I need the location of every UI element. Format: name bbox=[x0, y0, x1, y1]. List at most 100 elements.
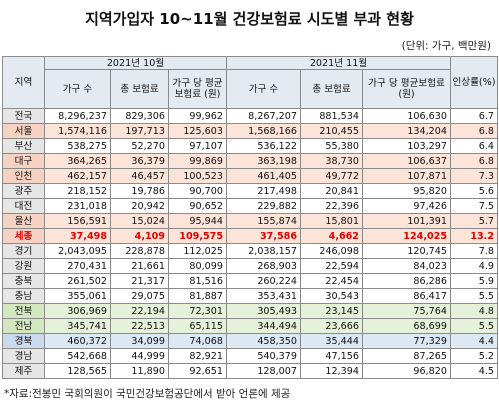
table-cell: 55,380 bbox=[300, 138, 363, 154]
header-cell: 인상률(%) bbox=[450, 56, 498, 109]
header-cell: 2021년 10월 bbox=[44, 56, 227, 70]
table-row: 대전 231,018 20,942 90,652 229,882 22,396 97,426… bbox=[2, 198, 498, 214]
header-cell: 총 보험료 bbox=[300, 69, 363, 109]
table-cell: 22,454 bbox=[300, 273, 363, 289]
table-cell: 125,603 bbox=[168, 123, 227, 139]
region-cell: 부산 bbox=[2, 138, 45, 154]
table-cell: 7.3 bbox=[450, 168, 498, 184]
table-cell: 103,297 bbox=[362, 138, 451, 154]
table-cell: 8,296,237 bbox=[44, 108, 111, 124]
header-cell: 지역 bbox=[2, 56, 45, 109]
table-cell: 305,493 bbox=[226, 303, 301, 319]
table-row: 경남 542,668 44,999 82,921 540,379 47,156 87,265… bbox=[2, 348, 498, 364]
table-cell: 4.8 bbox=[450, 303, 498, 319]
region-cell: 대구 bbox=[2, 153, 45, 169]
table-cell: 5.5 bbox=[450, 318, 498, 334]
table-cell: 8,267,207 bbox=[226, 108, 301, 124]
table-cell: 44,999 bbox=[110, 348, 169, 364]
table-cell: 109,575 bbox=[168, 228, 227, 244]
table-cell: 84,023 bbox=[362, 258, 451, 274]
table-cell: 6.8 bbox=[450, 153, 498, 169]
table-cell: 11,890 bbox=[110, 363, 169, 379]
table-cell: 72,301 bbox=[168, 303, 227, 319]
table-cell: 65,115 bbox=[168, 318, 227, 334]
table-cell: 458,350 bbox=[226, 333, 301, 349]
table-cell: 52,270 bbox=[110, 138, 169, 154]
table-row: 서울 1,574,116 197,713 125,603 1,568,166 210,45… bbox=[2, 123, 498, 139]
table-cell: 217,498 bbox=[226, 183, 301, 199]
table-cell: 134,204 bbox=[362, 123, 451, 139]
table-cell: 22,513 bbox=[110, 318, 169, 334]
table-cell: 68,699 bbox=[362, 318, 451, 334]
title: 지역가입자 10~11월 건강보험료 시도별 부과 현황 bbox=[85, 10, 414, 28]
table-cell: 363,198 bbox=[226, 153, 301, 169]
region-cell: 제주 bbox=[2, 363, 45, 379]
table-cell: 75,764 bbox=[362, 303, 451, 319]
table-cell: 12,394 bbox=[300, 363, 363, 379]
header-row: 지역 2021년 10월 2021년 11월 인상률(%) bbox=[2, 56, 498, 109]
table-cell: 4.5 bbox=[450, 363, 498, 379]
region-cell: 전북 bbox=[2, 303, 45, 319]
table-body: 전국 8,296,237 829,306 99,962 8,267,207 881,534… bbox=[2, 108, 498, 379]
table-cell: 92,651 bbox=[168, 363, 227, 379]
table-cell: 364,265 bbox=[44, 153, 111, 169]
table-row: 광주 218,152 19,786 90,700 217,498 20,841 95,820… bbox=[2, 183, 498, 199]
table-cell: 228,878 bbox=[110, 243, 169, 259]
table-cell: 20,841 bbox=[300, 183, 363, 199]
region-cell: 인천 bbox=[2, 168, 45, 184]
table-cell: 15,801 bbox=[300, 213, 363, 229]
region-cell: 전국 bbox=[2, 108, 45, 124]
table-cell: 87,265 bbox=[362, 348, 451, 364]
table-cell: 344,494 bbox=[226, 318, 301, 334]
table-row: 강원 270,431 21,661 80,099 268,903 22,594 84,023… bbox=[2, 258, 498, 274]
table-row: 경북 460,372 34,099 74,068 458,350 35,444 77,329… bbox=[2, 333, 498, 349]
region-cell: 세종 bbox=[2, 228, 45, 244]
header-cell: 가구 수 bbox=[226, 69, 301, 109]
table-cell: 1,568,166 bbox=[226, 123, 301, 139]
table-row: 부산 538,275 52,270 97,107 536,122 55,380 103,29… bbox=[2, 138, 498, 154]
table-cell: 881,534 bbox=[300, 108, 363, 124]
table-cell: 120,745 bbox=[362, 243, 451, 259]
table-cell: 97,107 bbox=[168, 138, 227, 154]
table-cell: 36,379 bbox=[110, 153, 169, 169]
table-cell: 829,306 bbox=[110, 108, 169, 124]
table-cell: 90,700 bbox=[168, 183, 227, 199]
table-cell: 1,574,116 bbox=[44, 123, 111, 139]
table-row: 전북 306,969 22,194 72,301 305,493 23,145 75,764… bbox=[2, 303, 498, 319]
region-cell: 강원 bbox=[2, 258, 45, 274]
table-cell: 268,903 bbox=[226, 258, 301, 274]
table-cell: 6.7 bbox=[450, 108, 498, 124]
table-cell: 5.6 bbox=[450, 183, 498, 199]
table-cell: 30,543 bbox=[300, 288, 363, 304]
table-cell: 96,820 bbox=[362, 363, 451, 379]
table-cell: 246,098 bbox=[300, 243, 363, 259]
footnote: *자료:전봉민 국회의원이 국민건강보험공단에서 받아 언론에 제공 bbox=[4, 388, 291, 400]
table-cell: 74,068 bbox=[168, 333, 227, 349]
table-cell: 4.4 bbox=[450, 333, 498, 349]
table-cell: 81,516 bbox=[168, 273, 227, 289]
region-cell: 전남 bbox=[2, 318, 45, 334]
table-cell: 4,109 bbox=[110, 228, 169, 244]
table-cell: 80,099 bbox=[168, 258, 227, 274]
table-row: 인천 462,157 46,457 100,523 461,405 49,772 107,8… bbox=[2, 168, 498, 184]
table-cell: 34,099 bbox=[110, 333, 169, 349]
table-cell: 5.7 bbox=[450, 213, 498, 229]
table-cell: 29,075 bbox=[110, 288, 169, 304]
table-cell: 22,594 bbox=[300, 258, 363, 274]
table-cell: 2,038,157 bbox=[226, 243, 301, 259]
table-cell: 90,652 bbox=[168, 198, 227, 214]
table-cell: 101,391 bbox=[362, 213, 451, 229]
table-cell: 128,565 bbox=[44, 363, 111, 379]
table-cell: 460,372 bbox=[44, 333, 111, 349]
table-row: 제주 128,565 11,890 92,651 128,007 12,394 96,820… bbox=[2, 363, 498, 379]
table-cell: 197,713 bbox=[110, 123, 169, 139]
table-cell: 6.8 bbox=[450, 123, 498, 139]
table-cell: 261,502 bbox=[44, 273, 111, 289]
table-cell: 99,869 bbox=[168, 153, 227, 169]
table-cell: 461,405 bbox=[226, 168, 301, 184]
table-cell: 15,024 bbox=[110, 213, 169, 229]
table-cell: 538,275 bbox=[44, 138, 111, 154]
header-cell: 2021년 11월 bbox=[226, 56, 451, 70]
table-cell: 107,871 bbox=[362, 168, 451, 184]
